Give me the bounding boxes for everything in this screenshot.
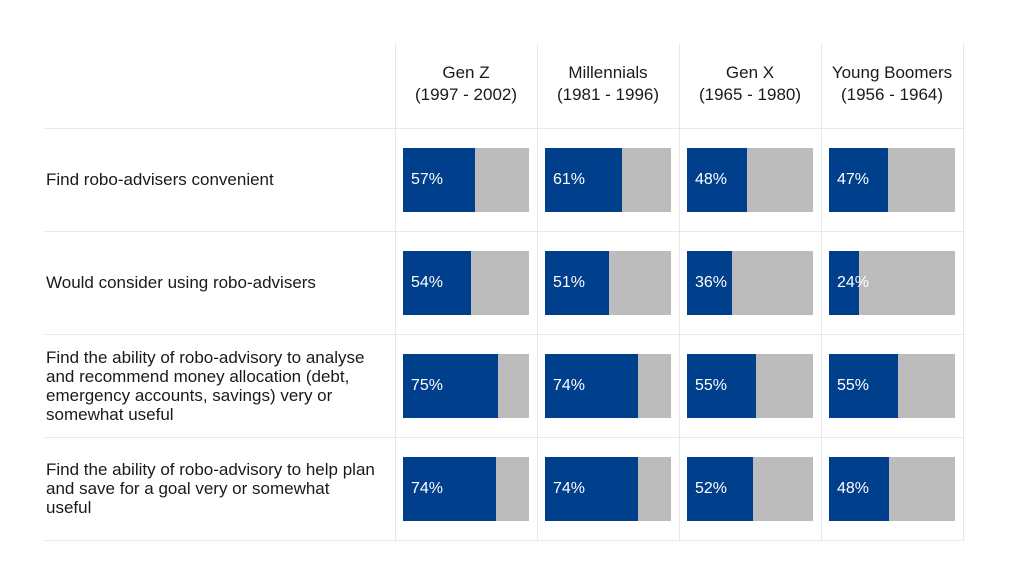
bar: 48%: [829, 456, 955, 521]
column-header: Young Boomers (1956 - 1964): [821, 62, 963, 106]
row-divider: [44, 128, 964, 129]
bar-fill: [545, 456, 639, 521]
bar: 52%: [687, 456, 813, 521]
row-label: Would consider using robo-advisers: [46, 273, 316, 292]
column-header-name: Gen Z: [442, 63, 490, 82]
bar-fill: [829, 353, 899, 418]
bar-fill: [403, 456, 497, 521]
bar: 75%: [403, 353, 529, 418]
column-divider: [821, 44, 822, 540]
bar-value-label: 51%: [553, 273, 586, 291]
bar-fill: [403, 250, 472, 315]
column-header-name: Young Boomers: [831, 63, 953, 82]
column-divider: [963, 44, 964, 540]
column-divider: [395, 44, 396, 540]
column-header-range: (1965 - 1980): [698, 85, 802, 104]
bar: 57%: [403, 147, 529, 212]
row-divider: [44, 231, 964, 232]
bar: 36%: [687, 250, 813, 315]
bar-fill: [545, 147, 622, 212]
bar: 51%: [545, 250, 671, 315]
bar-fill: [829, 250, 860, 315]
bar-value-label: 75%: [411, 376, 444, 394]
bar-value-label: 55%: [837, 376, 870, 394]
row-label: Find robo-advisers convenient: [46, 170, 274, 189]
column-header: Gen X (1965 - 1980): [679, 62, 821, 106]
bar-value-label: 48%: [695, 170, 728, 188]
bar: 74%: [403, 456, 529, 521]
bar-value-label: 48%: [837, 479, 870, 497]
row-label: Find the ability of robo-advisory to hel…: [46, 460, 375, 517]
bar-value-label: 74%: [411, 479, 444, 497]
bar-value-label: 57%: [411, 170, 444, 188]
row-label: Find the ability of robo-advisory to ana…: [46, 347, 365, 424]
bar-value-label: 52%: [695, 479, 728, 497]
bar-value-label: 74%: [553, 479, 586, 497]
bar-fill: [829, 456, 890, 521]
column-header-name: Gen X: [725, 63, 775, 82]
bar: 24%: [829, 250, 955, 315]
bar-fill: [403, 147, 475, 212]
bar-value-label: 36%: [695, 273, 728, 291]
bar: 61%: [545, 147, 671, 212]
bar: 54%: [403, 250, 529, 315]
bar: 74%: [545, 456, 671, 521]
column-divider: [537, 44, 538, 540]
bar-fill: [687, 250, 733, 315]
column-header-name: Millennials: [568, 63, 648, 82]
bar-fill: [687, 456, 753, 521]
bar: 55%: [687, 353, 813, 418]
column-header-range: (1981 - 1996): [556, 85, 660, 104]
row-divider: [44, 437, 964, 438]
column-header: Gen Z (1997 - 2002): [395, 62, 537, 106]
row-divider: [44, 540, 964, 541]
column-header-range: (1956 - 1964): [840, 85, 944, 104]
bar-value-label: 47%: [837, 170, 870, 188]
row-divider: [44, 334, 964, 335]
column-header-range: (1997 - 2002): [414, 85, 518, 104]
bar: 48%: [687, 147, 813, 212]
bar-fill: [687, 353, 757, 418]
bar-value-label: 61%: [553, 170, 586, 188]
bar-value-label: 74%: [553, 376, 586, 394]
bar-fill: [545, 250, 610, 315]
bar-value-label: 24%: [837, 273, 870, 291]
bar-fill: [545, 353, 639, 418]
bar-fill: [403, 353, 498, 418]
bar-value-label: 55%: [695, 376, 728, 394]
bar-value-label: 54%: [411, 273, 444, 291]
bar: 74%: [545, 353, 671, 418]
bar-fill: [687, 147, 748, 212]
bar: 55%: [829, 353, 955, 418]
column-divider: [679, 44, 680, 540]
bar-fill: [829, 147, 889, 212]
column-header: Millennials (1981 - 1996): [537, 62, 679, 106]
bar: 47%: [829, 147, 955, 212]
